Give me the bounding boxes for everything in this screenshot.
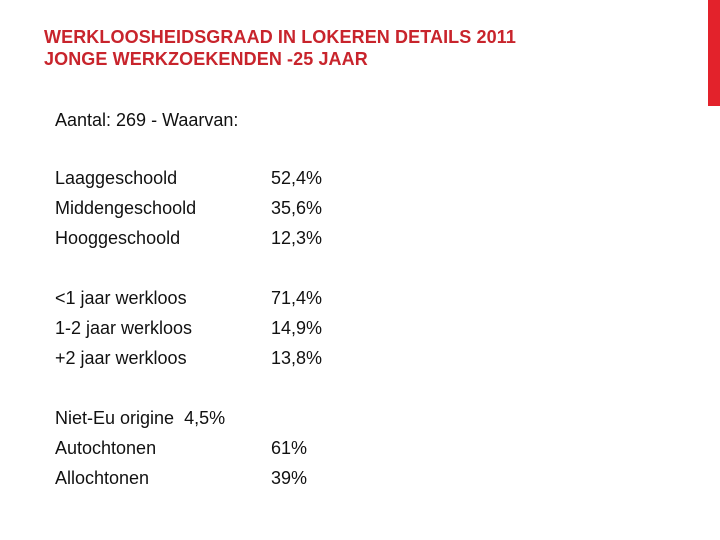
duration-value: 14,9%: [271, 318, 323, 338]
education-label: Middengeschoold: [55, 198, 197, 218]
title-line-2: JONGE WERKZOEKENDEN -25 JAAR: [44, 49, 368, 69]
education-value: 52,4%: [271, 168, 323, 188]
education-label: Hooggeschoold: [55, 228, 181, 248]
origin-value: 61%: [271, 438, 308, 458]
education-label: Laaggeschoold: [55, 168, 178, 188]
title-line-1: WERKLOOSHEIDSGRAAD IN LOKEREN DETAILS 20…: [44, 27, 516, 47]
intro-text: Aantal: 269 - Waarvan:: [55, 110, 239, 130]
origin-label: Allochtonen: [55, 468, 150, 488]
duration-value: 71,4%: [271, 288, 323, 308]
origin-label: Autochtonen: [55, 438, 157, 458]
slide-title: WERKLOOSHEIDSGRAAD IN LOKEREN DETAILS 20…: [44, 26, 684, 70]
non-eu-value: 4,5%: [184, 408, 226, 428]
non-eu-label: Niet-Eu origine: [55, 408, 175, 428]
duration-label: +2 jaar werkloos: [55, 348, 187, 368]
duration-label: 1-2 jaar werkloos: [55, 318, 193, 338]
origin-value: 39%: [271, 468, 308, 488]
duration-value: 13,8%: [271, 348, 323, 368]
education-value: 35,6%: [271, 198, 323, 218]
education-value: 12,3%: [271, 228, 323, 248]
accent-bar: [708, 0, 720, 106]
duration-label: <1 jaar werkloos: [55, 288, 187, 308]
